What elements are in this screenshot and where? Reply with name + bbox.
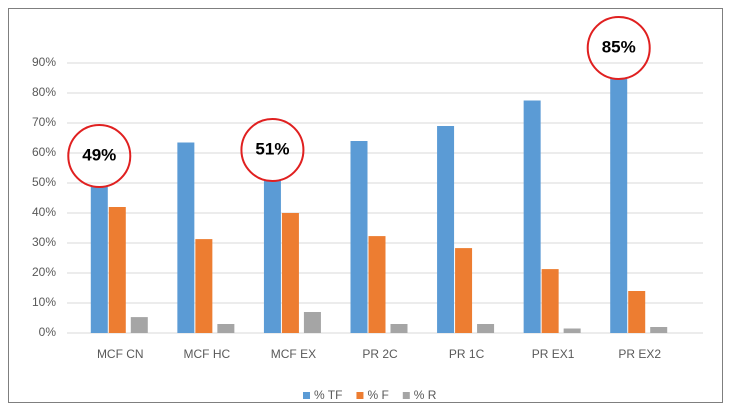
bar: [303, 312, 321, 333]
bar: [368, 236, 386, 333]
bar: [628, 291, 646, 333]
x-tick-label: MCF EX: [271, 347, 316, 361]
y-tick-label: 20%: [32, 265, 56, 279]
y-tick-label: 70%: [32, 115, 56, 129]
legend-swatch: [303, 392, 310, 399]
annotation-circle: [240, 118, 305, 182]
bar: [195, 239, 213, 333]
x-tick-label: PR 1C: [449, 347, 485, 361]
y-tick-label: 90%: [32, 55, 56, 69]
y-tick-label: 0%: [39, 325, 57, 339]
value-label: 49%: [82, 145, 116, 164]
bar: [281, 213, 299, 333]
legend-label: % TF: [314, 388, 342, 402]
y-tick-label: 60%: [32, 145, 56, 159]
value-label: 51%: [255, 139, 289, 158]
bar: [108, 207, 126, 333]
bar: [263, 180, 281, 333]
y-tick-label: 30%: [32, 235, 56, 249]
y-tick-label: 50%: [32, 175, 56, 189]
y-tick-label: 10%: [32, 295, 56, 309]
bar: [455, 248, 473, 333]
bar: [650, 327, 668, 333]
bar: [523, 100, 541, 333]
bar: [130, 317, 148, 333]
legend-label: % F: [367, 388, 388, 402]
legend-swatch: [356, 392, 364, 399]
bar: [477, 324, 495, 333]
x-tick-label: MCF HC: [184, 347, 231, 361]
y-tick-label: 40%: [32, 205, 56, 219]
annotation-circle: [67, 124, 132, 188]
value-label: 85%: [602, 37, 636, 56]
legend-swatch: [402, 392, 410, 399]
bar: [437, 126, 455, 333]
bar: [541, 269, 559, 333]
annotation-circle: [586, 16, 651, 80]
bar: [217, 324, 235, 333]
legend-label: % R: [414, 388, 437, 402]
x-tick-label: PR EX1: [532, 347, 575, 361]
x-tick-label: MCF CN: [97, 347, 144, 361]
bar: [610, 78, 628, 333]
x-tick-label: PR 2C: [362, 347, 398, 361]
bar: [563, 328, 581, 333]
bar: [90, 186, 108, 333]
x-tick-label: PR EX2: [618, 347, 661, 361]
y-tick-label: 80%: [32, 85, 56, 99]
bar: [350, 141, 368, 333]
bar: [177, 142, 195, 333]
bar: [390, 324, 408, 333]
